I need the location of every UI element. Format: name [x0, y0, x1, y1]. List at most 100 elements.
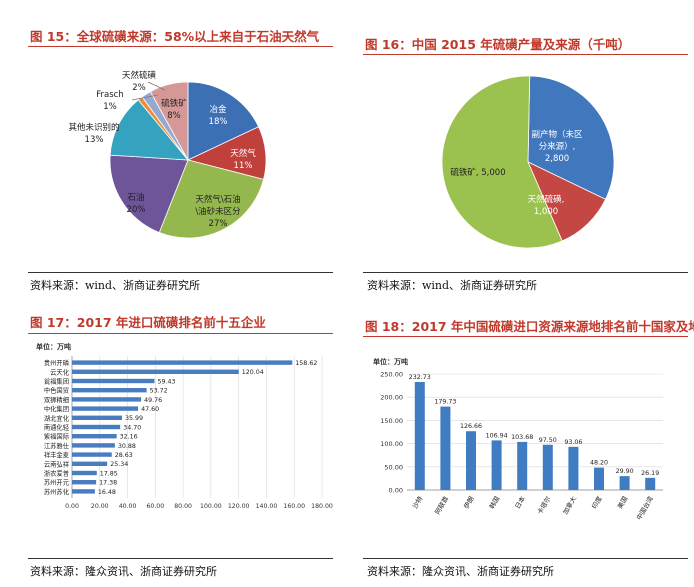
- bar17-tick-label: 140.00: [256, 503, 278, 510]
- bar18-value-label: 179.73: [434, 399, 456, 406]
- pie15-slice-7: [149, 81, 189, 161]
- figure-16-source-rule: [363, 272, 688, 273]
- pie16-slice-0: [527, 75, 615, 200]
- bar18-value-label: 126.66: [460, 423, 482, 430]
- bar17-tick-label: 120.00: [228, 503, 250, 510]
- bar17-bar: [72, 470, 97, 476]
- bar17-bar: [72, 489, 95, 494]
- bar18-category-label: 美国: [615, 495, 629, 511]
- figure-17-panel: 图 17：2017 年进口硫磺排名前十五企业 单位：万吨 0.00 20.00 40.…: [0, 300, 345, 587]
- bar17-value-label: 30.88: [118, 443, 136, 450]
- bar17-value-label: 47.60: [141, 406, 159, 413]
- bar17-tick-label: 100.00: [200, 503, 222, 510]
- pie16-value-0: 2,800: [545, 154, 569, 164]
- pie15-leader-5: [131, 94, 159, 101]
- pie15-pct-7: 8%: [167, 111, 181, 121]
- pie15-label-4: 其他未识别的: [68, 122, 119, 133]
- bar17-bar: [72, 378, 155, 384]
- bar17-category-label: 紫福国际: [44, 432, 69, 441]
- pie16-slice-2: [441, 75, 563, 249]
- bar17-bar: [72, 443, 115, 448]
- pie15-label-0: 冶金: [209, 104, 227, 115]
- bar18-category-label: 沙特: [410, 494, 425, 510]
- bar17-value-label: 59.43: [158, 378, 176, 385]
- pie15-slice-0: [187, 81, 260, 161]
- bar17-value-label: 34.70: [123, 424, 141, 431]
- bar17-value-label: 32.16: [120, 434, 138, 441]
- bar18-value-label: 106.94: [486, 432, 508, 439]
- pie15-label-1: 天然气: [230, 148, 256, 159]
- figure-16-panel: 图 16：中国 2015 年硫磺产量及来源（千吨） 副产物（未区 分来源）, 2,8…: [345, 0, 694, 300]
- bar17-category-label: 苏州开元: [44, 478, 70, 487]
- bar18-category-label: 印度: [589, 494, 604, 510]
- bar18-bar: [440, 406, 451, 490]
- pie15-pct-5: 1%: [103, 102, 117, 112]
- bar18-bar: [466, 431, 476, 490]
- bar17-bar: [72, 369, 239, 374]
- bar17-category-label: 贵州开磷: [44, 358, 70, 367]
- bar17-category-label: 中色国贸: [44, 386, 69, 395]
- bar18-category-label: 卡塔尔: [535, 494, 553, 516]
- figure-18-title-rule: [363, 336, 688, 337]
- bar17-value-label: 17.38: [99, 480, 117, 487]
- bar18-value-label: 29.90: [616, 468, 634, 475]
- bar17-tick-label: 40.00: [119, 503, 137, 510]
- figure-18-source: 资料来源：隆众资讯、浙商证券研究所: [367, 565, 554, 578]
- pie15-pct-3: 20%: [127, 205, 146, 215]
- bar18-bar: [594, 467, 604, 490]
- bar17-category-label: 云天化: [50, 367, 70, 376]
- figure-15-source-rule: [28, 272, 333, 273]
- figure-16-title-rule: [363, 54, 688, 55]
- bar17-tick-label: 80.00: [174, 503, 192, 510]
- bar17-category-label: 瓮福集团: [44, 377, 69, 386]
- pie16-label-1: 天然硫磺,: [528, 194, 565, 205]
- bar17-value-label: 16.48: [98, 489, 116, 496]
- bar17-value-label: 25.34: [110, 461, 128, 468]
- bar17-bar: [72, 424, 121, 430]
- pie15-leader-6: [147, 81, 166, 91]
- bar17-category-label: 云南弘祥: [44, 459, 70, 468]
- figure-17-source: 资料来源：隆众资讯、浙商证券研究所: [30, 565, 217, 578]
- pie15-pct-1: 11%: [234, 161, 253, 171]
- figure-16-source: 资料来源：wind、浙商证券研究所: [367, 279, 538, 292]
- pie15-pct-2: 27%: [209, 219, 228, 229]
- bar18-tick-label: 150.00: [380, 417, 403, 425]
- bar17-tick-label: 0.00: [65, 503, 79, 510]
- figure-18-panel: 图 18：2017 年中国硫磺进口资源来源地排名前十国家及地区 单位：万吨 0.0…: [345, 300, 694, 587]
- pie15-label-5: Frasch: [96, 90, 123, 100]
- bar18-bar: [414, 382, 425, 490]
- pie15-slice-2: [158, 159, 265, 239]
- bar18-bar: [517, 441, 528, 490]
- pie15-pct-6: 2%: [132, 83, 146, 93]
- pie16-label-2: 硫铁矿, 5,000: [450, 167, 505, 178]
- pie16-label-0: 分来源）,: [539, 141, 576, 152]
- bar17-unit-label: 单位：万吨: [36, 342, 71, 351]
- pie15-label-2: 天然气\石油: [195, 194, 240, 205]
- bar18-tick-label: 0.00: [389, 487, 403, 495]
- figure-16-title: 图 16：中国 2015 年硫磺产量及来源（千吨）: [365, 37, 631, 52]
- bar17-bar: [72, 397, 142, 402]
- bar18-tick-label: 100.00: [380, 440, 403, 448]
- pie15-pct-4: 13%: [85, 135, 104, 145]
- bar17-bar: [72, 415, 122, 420]
- bar18-value-label: 26.19: [641, 470, 659, 477]
- pie15-label-3: 石油: [127, 192, 144, 203]
- bar18-category-label: 加拿大: [561, 494, 579, 516]
- bar17-bar: [72, 480, 97, 485]
- figure-15-pie-chart: 冶金 18% 天然气 11% 天然气\石油\油砂未区分 27% 石油 20% 其他未识别的 13%…: [68, 70, 267, 239]
- figure-18-title: 图 18：2017 年中国硫磺进口资源来源地排名前十国家及地区: [365, 319, 694, 334]
- bar17-tick-label: 20.00: [91, 503, 109, 510]
- figure-17-title: 图 17：2017 年进口硫磺排名前十五企业: [30, 315, 266, 330]
- bar17-category-label: 江苏雅仕: [44, 441, 70, 450]
- bar18-bar: [619, 476, 630, 490]
- bar17-tick-label: 60.00: [146, 503, 164, 510]
- bar18-tick-label: 250.00: [380, 371, 403, 379]
- bar17-category-label: 湖北宜化: [44, 413, 70, 422]
- bar18-bar: [542, 444, 553, 490]
- figure-15-title-rule: [28, 46, 333, 47]
- bar18-value-label: 97.50: [539, 437, 557, 444]
- bar17-category-label: 祥丰金麦: [44, 450, 70, 459]
- bar18-tick-label: 200.00: [380, 394, 403, 402]
- bar18-value-label: 93.06: [564, 439, 582, 446]
